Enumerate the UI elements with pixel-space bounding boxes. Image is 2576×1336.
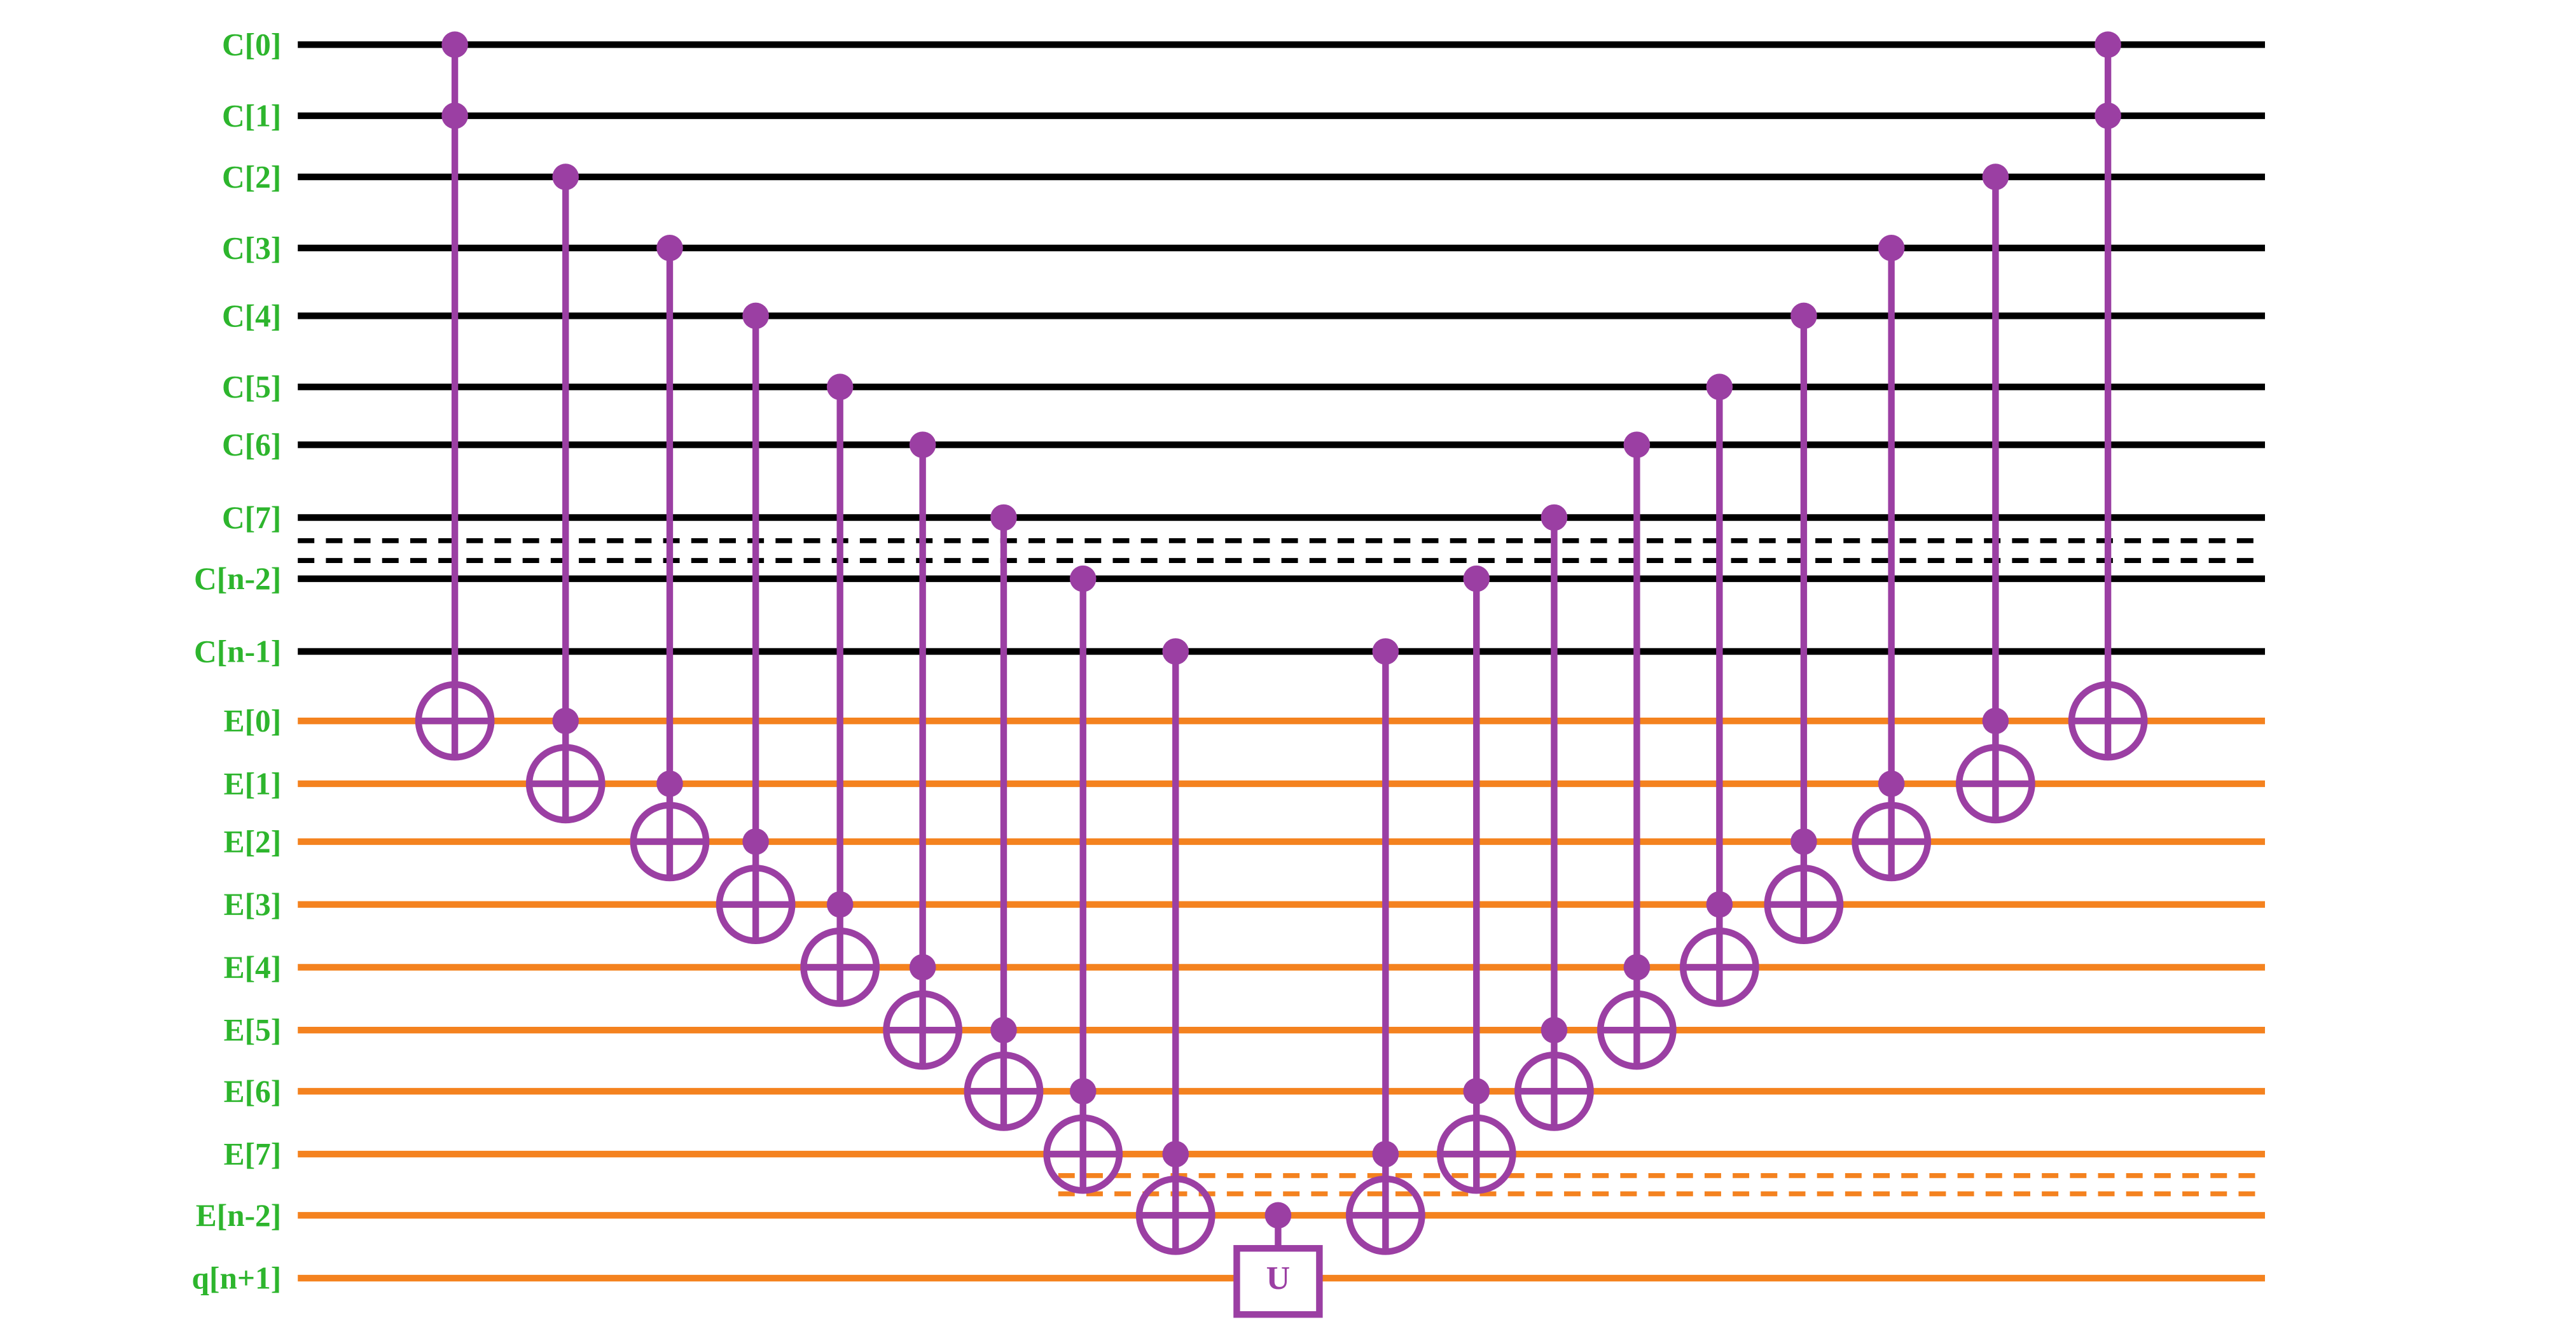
control-dot <box>826 373 854 400</box>
wire-label: E[5] <box>224 1013 282 1048</box>
control-dot <box>1878 770 1905 797</box>
wire-label: E[4] <box>224 950 282 985</box>
wire-label: E[2] <box>224 824 282 859</box>
ellipsis-wires <box>298 538 2266 1197</box>
control-dot <box>909 954 936 981</box>
control-dot <box>1541 504 1568 531</box>
control-dot <box>909 431 936 458</box>
wire-label: C[n-2] <box>194 561 281 596</box>
control-dot <box>1790 828 1817 855</box>
control-dot <box>1706 373 1733 400</box>
control-dot <box>1069 1078 1097 1105</box>
control-dot <box>1372 1141 1399 1167</box>
wires: C[0] C[1] C[2] C[3] C[4] C[5] C[6] C[7] C[n-2] C[… <box>192 27 2266 1296</box>
control-dot <box>1878 235 1905 261</box>
control-dot <box>441 31 468 58</box>
control-dot <box>742 302 769 330</box>
wire-label: E[n-2] <box>196 1198 281 1233</box>
control-dot <box>656 235 683 261</box>
control-dot <box>1706 891 1733 918</box>
wire-label: C[6] <box>222 428 281 463</box>
control-dot <box>742 828 769 855</box>
control-dot <box>1162 638 1189 665</box>
control-dot <box>1264 1202 1292 1229</box>
control-dot <box>1982 164 2009 190</box>
gates: U <box>415 31 2148 1318</box>
control-dot <box>1463 565 1490 592</box>
control-dot <box>2095 102 2121 129</box>
wire-label: E[6] <box>224 1074 282 1109</box>
wire-label: C[7] <box>222 500 281 535</box>
wire-label: C[5] <box>222 370 281 405</box>
wire-label: C[3] <box>222 230 281 265</box>
control-dot <box>1463 1078 1490 1105</box>
gate-label: U <box>1266 1260 1291 1297</box>
u-gate <box>1233 1245 1323 1318</box>
control-dot <box>2095 31 2121 58</box>
control-dot <box>1372 638 1399 665</box>
control-dot <box>1623 431 1651 458</box>
wire-label: C[0] <box>222 27 281 62</box>
control-dot <box>441 102 468 129</box>
control-dot <box>1790 302 1817 330</box>
control-dot <box>552 707 579 734</box>
wire-label: q[n+1] <box>192 1261 282 1296</box>
control-dot <box>1162 1141 1189 1167</box>
wire-label: E[7] <box>224 1137 282 1172</box>
control-dot <box>990 504 1017 531</box>
control-dot <box>1069 565 1097 592</box>
wire-label: C[4] <box>222 298 281 333</box>
control-dot <box>552 164 579 190</box>
wire-label: E[1] <box>224 766 282 801</box>
control-dot <box>1541 1017 1568 1043</box>
wire-label: E[0] <box>224 704 282 739</box>
wire-label: C[n-1] <box>194 634 281 669</box>
control-dot <box>656 770 683 797</box>
wire-label: C[2] <box>222 160 281 195</box>
wire-label: E[3] <box>224 887 282 922</box>
control-dot <box>1982 707 2009 734</box>
control-dot <box>990 1017 1017 1043</box>
wire-label: C[1] <box>222 98 281 133</box>
control-dot <box>826 891 854 918</box>
control-dot <box>1623 954 1651 981</box>
